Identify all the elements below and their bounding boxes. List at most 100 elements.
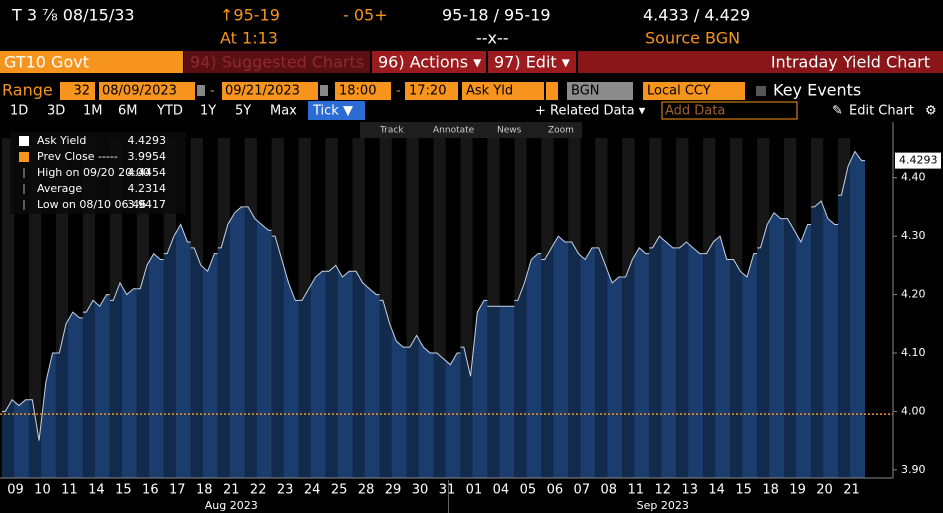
to-time[interactable]: 17:20 [409,84,446,99]
off-hours-shade [784,138,797,478]
off-hours-shade [676,138,689,478]
off-hours-shade [28,138,42,478]
period-button[interactable]: 5Y [235,104,251,119]
last-value-label: 4.4293 [899,154,938,167]
yield-line [784,218,812,244]
x-tick-label: 13 [681,483,698,498]
chart-tool[interactable]: Zoom [548,126,574,136]
yield-line [433,352,461,366]
yield-area [325,265,353,478]
yield-area [730,253,758,478]
from-time[interactable]: 18:00 [339,84,376,99]
yield-area [55,312,83,478]
x-tick-label: 14 [708,483,725,498]
from-box[interactable] [335,82,391,100]
currency[interactable]: Local CCY [647,84,711,99]
period-button[interactable]: YTD [156,104,183,119]
start-box[interactable] [99,82,195,100]
legend-value: 3.9417 [128,198,167,211]
yield-area [109,282,137,478]
currency-box[interactable] [643,82,745,100]
yield-area [352,271,380,478]
end-box[interactable] [222,82,318,100]
period-button[interactable]: 1Y [200,104,216,119]
y-tick-label: 4.10 [901,346,926,359]
yield-line [460,299,488,377]
days-box[interactable] [60,82,95,100]
period-button[interactable]: 6M [118,104,138,119]
source-box[interactable] [567,82,633,100]
period-button[interactable]: 3D [47,104,65,119]
yield-area [838,151,865,478]
edit-chart[interactable]: Edit Chart [849,104,914,119]
yield-area [676,241,704,478]
yield-line [217,206,245,249]
related-data[interactable]: + Related Data ▾ [535,104,646,119]
off-hours-shade [487,138,500,478]
calendar-icon[interactable] [320,85,328,96]
x-tick-label: 31 [439,483,456,498]
yield-line [2,398,29,412]
edit-label[interactable]: 97) Edit ▾ [494,53,570,72]
actions-label[interactable]: 96) Actions ▾ [378,53,481,72]
yield-line [109,281,137,301]
ticker-box[interactable] [0,51,183,73]
yield-area [784,218,812,478]
yield-line [190,247,218,273]
add-data-box[interactable] [661,101,798,120]
yield-line [136,252,164,290]
period-button[interactable]: 1D [10,104,28,119]
x-tick-label: 11 [61,483,78,498]
dash: - [210,84,215,99]
dropdown[interactable] [546,82,558,100]
yield-area [622,247,650,478]
checkbox[interactable] [756,86,766,96]
month-label: Sep 2023 [637,499,689,512]
yield-area [82,294,110,478]
dash: - [396,84,401,99]
tick-button[interactable] [308,101,365,120]
chart-tool[interactable]: News [497,126,522,136]
yield-area [757,212,785,479]
range-source[interactable]: BGN [571,84,600,99]
time: At 1:13 [220,29,278,48]
start[interactable]: 08/09/2023 [102,84,177,99]
x-tick-label: 30 [412,483,429,498]
field-box[interactable] [462,82,544,100]
legend-value: 4.4454 [128,166,167,179]
chart-tool[interactable]: Track [379,126,404,136]
yield-line [649,235,677,249]
y-tick-label: 4.30 [901,229,926,242]
actions-button[interactable] [372,51,486,73]
ticker[interactable]: GT10 Govt [4,53,89,72]
period-button[interactable]: Max [270,104,297,119]
to-box[interactable] [405,82,458,100]
edit-icon[interactable]: ✎ [832,104,843,119]
x-tick-label: 15 [115,483,132,498]
settings-icon[interactable]: ⚙ [925,104,937,119]
x-tick-label: 20 [816,483,833,498]
off-hours-shade [649,138,662,478]
last-value-box [895,152,941,169]
off-hours-shade [325,138,338,478]
legend-swatch [19,152,29,162]
suggested-button[interactable] [184,51,370,73]
off-hours-shade [730,138,743,478]
chart-tool[interactable]: Annotate [433,126,475,136]
calendar-icon[interactable] [197,85,205,96]
days[interactable]: 32 [73,84,90,99]
off-hours-shade [460,138,473,478]
end[interactable]: 09/21/2023 [225,84,300,99]
add-data[interactable]: Add Data [665,104,725,119]
suggested-label[interactable]: 94) Suggested Charts [190,53,364,72]
period-button[interactable]: 1M [83,104,103,119]
tick-label[interactable]: Tick ▼ [312,104,353,119]
yield-area [136,253,164,478]
edit-button[interactable] [488,51,576,73]
yield-area [406,335,434,478]
field[interactable]: Ask Yld [466,84,513,99]
x-tick-label: 09 [7,483,24,498]
y-tick-label: 4.00 [901,404,926,417]
off-hours-shade [757,138,770,478]
key-events[interactable]: Key Events [773,81,861,100]
